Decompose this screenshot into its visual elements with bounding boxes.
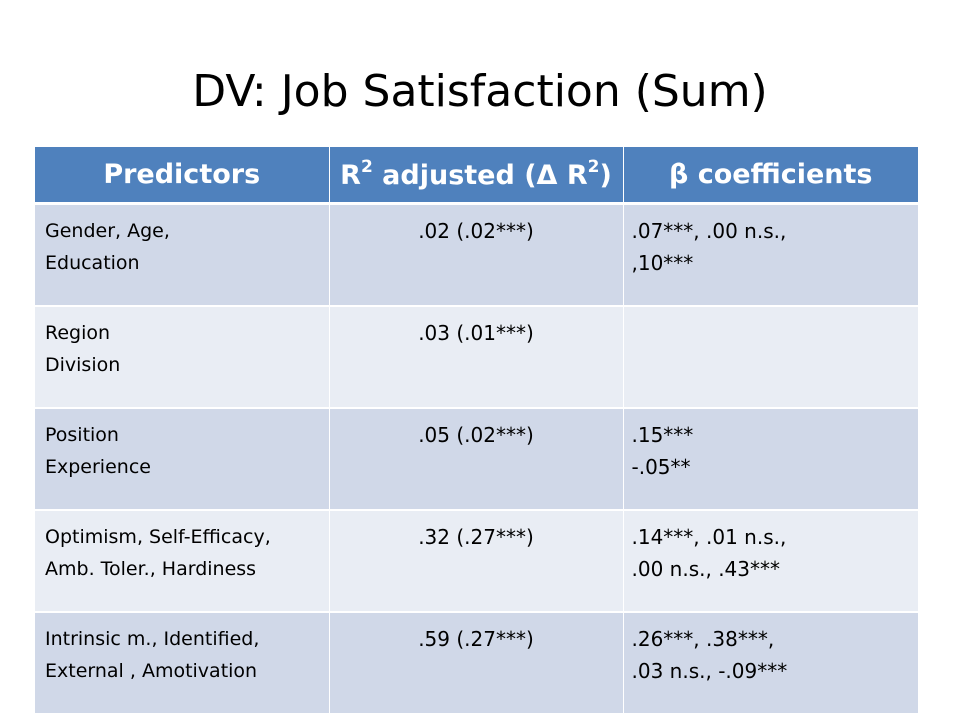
slide-title: DV: Job Satisfaction (Sum) xyxy=(192,66,768,117)
beta-line: .03 n.s., -.09*** xyxy=(631,659,788,683)
r2-cell: .03 (.01***) xyxy=(329,306,624,409)
header-r2-sup: 2 xyxy=(360,156,373,177)
predictors-cell: Optimism, Self-Efficacy, Amb. Toler., Ha… xyxy=(35,510,330,613)
beta-line: ,10*** xyxy=(631,251,694,275)
predictors-line: Optimism, Self-Efficacy, xyxy=(45,526,271,548)
beta-cell xyxy=(623,306,918,409)
beta-line: -.05** xyxy=(631,455,691,479)
header-beta-coefficients: β coefficients xyxy=(623,147,918,205)
r2-cell: .59 (.27***) xyxy=(329,612,624,715)
header-predictors: Predictors xyxy=(35,147,330,205)
predictors-cell: Gender, Age, Education xyxy=(35,203,330,307)
predictors-line: Gender, Age, xyxy=(45,220,170,242)
r2-cell: .05 (.02***) xyxy=(329,408,624,511)
predictors-cell: Region Division xyxy=(35,306,330,409)
beta-line: .07***, .00 n.s., xyxy=(631,219,787,243)
table-header-row: Predictors R2 adjusted (Δ R2) β coeffici… xyxy=(35,147,918,205)
beta-cell: .26***, .38***, .03 n.s., -.09*** xyxy=(623,612,918,715)
table-row: Intrinsic m., Identified, External , Amo… xyxy=(35,612,918,715)
header-r2-suffix: ) xyxy=(599,159,612,191)
regression-table: Predictors R2 adjusted (Δ R2) β coeffici… xyxy=(35,147,918,715)
predictors-cell: Position Experience xyxy=(35,408,330,511)
beta-line: .26***, .38***, xyxy=(631,627,775,651)
r2-cell: .32 (.27***) xyxy=(329,510,624,613)
header-r2-adjusted: R2 adjusted (Δ R2) xyxy=(329,147,624,205)
beta-cell: .15*** -.05** xyxy=(623,408,918,511)
beta-line: .00 n.s., .43*** xyxy=(631,557,781,581)
predictors-cell: Intrinsic m., Identified, External , Amo… xyxy=(35,612,330,715)
table-row: Gender, Age, Education .02 (.02***) .07*… xyxy=(35,203,918,307)
predictors-line: Experience xyxy=(45,456,151,478)
header-r2-prefix: R xyxy=(340,159,361,191)
beta-cell: .07***, .00 n.s., ,10*** xyxy=(623,203,918,307)
table-row: Optimism, Self-Efficacy, Amb. Toler., Ha… xyxy=(35,510,918,613)
predictors-line: Position xyxy=(45,424,119,446)
predictors-line: Region xyxy=(45,322,111,344)
beta-line: .15*** xyxy=(631,423,694,447)
beta-line: .14***, .01 n.s., xyxy=(631,525,787,549)
predictors-line: External , Amotivation xyxy=(45,660,258,682)
predictors-line: Division xyxy=(45,354,121,376)
table-row: Region Division .03 (.01***) xyxy=(35,306,918,409)
r2-cell: .02 (.02***) xyxy=(329,203,624,307)
header-r2-middle: adjusted (Δ R xyxy=(372,159,588,191)
predictors-line: Intrinsic m., Identified, xyxy=(45,628,260,650)
predictors-line: Education xyxy=(45,252,140,274)
header-r2-sup2: 2 xyxy=(587,156,600,177)
predictors-line: Amb. Toler., Hardiness xyxy=(45,558,257,580)
beta-cell: .14***, .01 n.s., .00 n.s., .43*** xyxy=(623,510,918,613)
table-row: Position Experience .05 (.02***) .15*** … xyxy=(35,408,918,511)
